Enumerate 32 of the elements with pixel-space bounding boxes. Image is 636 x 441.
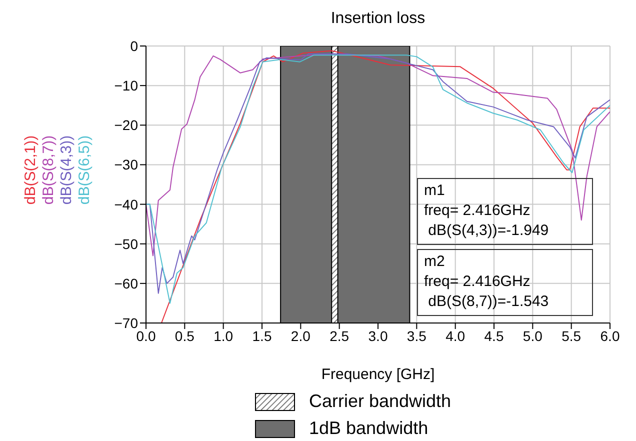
legend-label: 1dB bandwidth xyxy=(309,418,428,439)
x-axis-title: Frequency [GHz] xyxy=(320,366,436,383)
y-tick-label: −40 xyxy=(114,196,138,212)
x-tick-label: 2.5 xyxy=(330,328,350,344)
x-tick-label: 4.0 xyxy=(446,328,466,344)
chart-title: Insertion loss xyxy=(330,10,426,28)
x-tick-label: 3.0 xyxy=(368,328,388,344)
x-tick-label: 2.0 xyxy=(290,328,311,344)
x-tick-label: 1.0 xyxy=(214,328,234,344)
text: dB(S(2,1)) xyxy=(22,135,40,205)
y-tick-label: −70 xyxy=(114,314,138,331)
y-tick-label: −10 xyxy=(114,78,138,94)
x-tick-label: 5.5 xyxy=(562,328,582,344)
readout-box: m1 freq= 2.416GHz dB(S(4,3))=-1.949 xyxy=(417,178,593,245)
text: dB(S(6,5)) xyxy=(76,135,94,205)
x-tick-label: 0.5 xyxy=(174,328,195,344)
text: dB(S(4,3)) xyxy=(58,135,76,205)
y-tick-label: −20 xyxy=(114,117,138,134)
legend-label: Carrier bandwidth xyxy=(309,391,452,412)
x-tick-label: 4.5 xyxy=(484,328,504,344)
readout-box: m2 freq= 2.416GHz dB(S(8,7))=-1.543 xyxy=(417,249,593,316)
text: dB(S(8,7)) xyxy=(40,135,58,205)
x-tick-label: 0.0 xyxy=(136,328,156,344)
x-tick-label: 6.0 xyxy=(600,328,620,344)
x-tick-label: 5.0 xyxy=(522,328,543,344)
y-tick-label: −50 xyxy=(114,236,138,252)
y-tick-label: −30 xyxy=(114,156,138,173)
y-tick-label: −60 xyxy=(114,275,138,292)
x-tick-label: 3.5 xyxy=(406,328,427,344)
y-tick-label: 0 xyxy=(130,38,138,54)
x-tick-label: 1.5 xyxy=(252,328,272,344)
line-series xyxy=(146,53,610,256)
